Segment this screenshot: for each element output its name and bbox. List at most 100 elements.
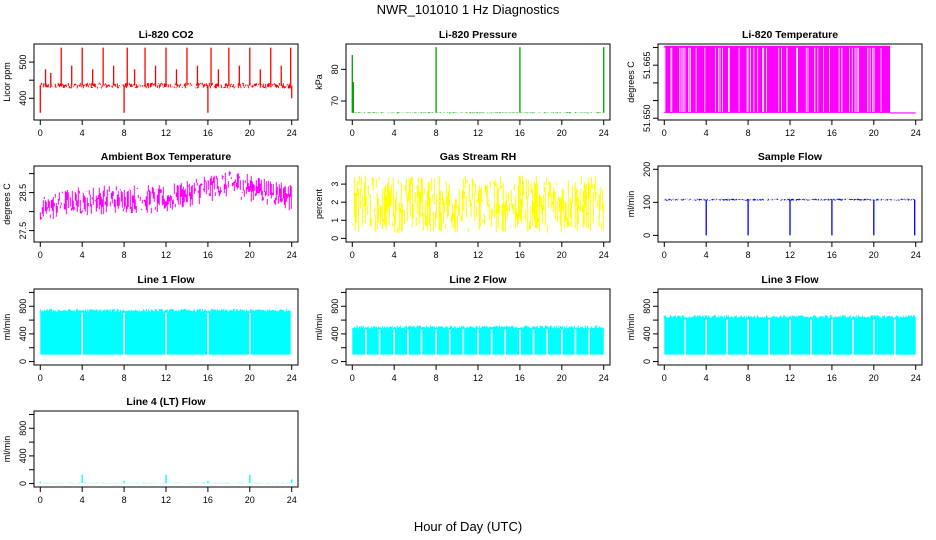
y-tick-label: 0 [642,359,652,364]
y-tick-label: 0 [18,359,28,364]
x-tick-label: 4 [704,373,709,383]
x-tick-label: 20 [557,250,567,260]
y-tick-label: 200 [642,162,652,177]
panel-title: Line 2 Flow [449,274,507,286]
x-tick-label: 20 [245,250,255,260]
x-tick-label: 24 [599,128,609,138]
figure-xlabel: Hour of Day (UTC) [414,519,522,534]
panel-title: Ambient Box Temperature [101,151,232,163]
y-axis-label: ml/min [626,314,636,341]
y-tick-label: 3 [330,182,340,187]
x-tick-label: 12 [785,128,795,138]
x-tick-label: 8 [122,495,127,505]
series-noise [352,112,604,114]
x-tick-label: 0 [350,250,355,260]
x-tick-label: 20 [869,128,879,138]
y-tick-label: 1 [330,218,340,223]
x-tick-label: 24 [599,373,609,383]
x-tick-label: 16 [827,128,837,138]
x-tick-label: 4 [80,128,85,138]
x-tick-label: 20 [245,495,255,505]
panel-title: Li-820 Temperature [742,29,838,41]
x-tick-label: 0 [350,373,355,383]
chart-panel: Line 3 Flow ml/min 0 4 8 12 16 20 24 0 400 800 [626,274,923,383]
y-tick-label: 800 [642,299,652,314]
y-tick-label: 0 [18,481,28,486]
y-tick-label: 80 [330,64,340,74]
series-line [664,45,916,114]
y-tick-label: 400 [330,326,340,341]
series-line [351,47,605,114]
series-line [39,474,293,484]
y-tick-label: 800 [330,299,340,314]
x-tick-label: 24 [911,250,921,260]
x-tick-label: 20 [557,128,567,138]
chart-panel: Li-820 CO2 Licor ppm 0 4 8 12 16 20 24 400 500 [2,29,299,138]
x-tick-label: 12 [161,128,171,138]
series-line [663,315,916,356]
x-tick-label: 24 [287,495,297,505]
chart-panel: Line 4 (LT) Flow ml/min 0 4 8 12 16 20 24 0 400 800 [2,396,299,505]
x-tick-label: 16 [203,495,213,505]
x-tick-label: 12 [161,495,171,505]
x-tick-label: 20 [557,373,567,383]
x-tick-label: 12 [785,373,795,383]
x-tick-label: 16 [203,373,213,383]
x-tick-label: 24 [911,128,921,138]
y-tick-label: 51.650 [642,104,652,132]
x-tick-label: 24 [911,373,921,383]
x-tick-label: 8 [746,250,751,260]
x-tick-label: 20 [245,373,255,383]
series-line [663,198,916,236]
x-tick-label: 12 [161,250,171,260]
x-tick-label: 16 [827,373,837,383]
panel-title: Line 4 (LT) Flow [126,396,206,408]
panel-title: Li-820 Pressure [439,29,517,41]
chart-panel: Line 2 Flow ml/min 0 4 8 12 16 20 24 0 400 800 [314,274,611,383]
x-tick-label: 16 [203,250,213,260]
x-tick-label: 4 [80,373,85,383]
x-tick-label: 4 [704,128,709,138]
x-tick-label: 16 [203,128,213,138]
x-tick-label: 12 [161,373,171,383]
y-tick-label: 2 [330,200,340,205]
panel-title: Gas Stream RH [440,151,516,163]
x-tick-label: 4 [704,250,709,260]
x-tick-label: 8 [746,373,751,383]
x-tick-label: 16 [827,250,837,260]
y-tick-label: 400 [642,326,652,341]
series-line [39,308,291,356]
series-edge [663,315,916,319]
x-tick-label: 20 [869,250,879,260]
x-tick-label: 16 [515,250,525,260]
panel-title: Line 1 Flow [137,274,195,286]
y-tick-label: 70 [330,96,340,106]
series-line [351,325,604,356]
y-axis-label: ml/min [626,191,636,218]
y-tick-label: 500 [18,55,28,70]
x-tick-label: 0 [38,373,43,383]
x-tick-label: 20 [869,373,879,383]
x-tick-label: 4 [80,250,85,260]
panel-title: Line 3 Flow [761,274,819,286]
y-tick-label: 400 [18,448,28,463]
x-tick-label: 8 [122,128,127,138]
x-tick-label: 0 [662,250,667,260]
x-tick-label: 8 [122,373,127,383]
x-tick-label: 8 [746,128,751,138]
x-tick-label: 4 [392,373,397,383]
x-tick-label: 0 [662,373,667,383]
y-tick-label: 28.5 [18,184,28,202]
y-tick-label: 400 [18,91,28,106]
x-tick-label: 0 [662,128,667,138]
x-tick-label: 4 [80,495,85,505]
y-tick-label: 100 [642,195,652,210]
x-tick-label: 12 [473,128,483,138]
chart-panel: Li-820 Pressure kPa 0 4 8 12 16 20 24 70 80 [314,29,611,138]
y-axis-label: ml/min [2,314,12,341]
x-tick-label: 16 [515,128,525,138]
y-axis-label: ml/min [314,314,324,341]
